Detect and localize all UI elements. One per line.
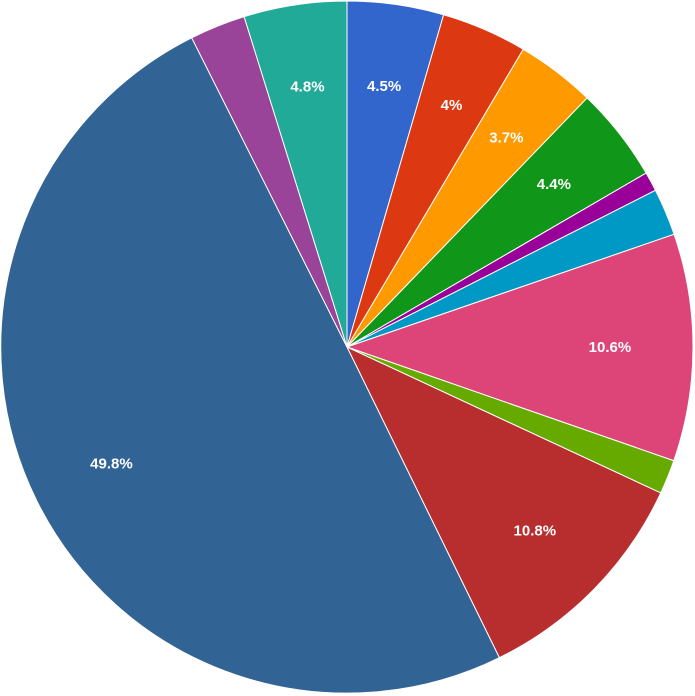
slice-label-1: 4% [441, 97, 463, 114]
pie-slice-11 [243, 0, 348, 348]
slice-label-6: 10.6% [589, 339, 632, 356]
slice-label-2: 3.7% [489, 129, 523, 146]
pie-slice-9 [0, 37, 501, 694]
slice-label-9: 49.8% [90, 455, 133, 472]
slice-label-0: 4.5% [367, 78, 401, 95]
slice-label-8: 10.8% [514, 523, 557, 540]
labels-layer: 4.5% 4% 3.7% 4.4% 10.6% 10.8% 49.8% 4.8% [90, 78, 631, 539]
slice-label-11: 4.8% [290, 79, 324, 96]
slice-label-3: 4.4% [537, 176, 571, 193]
pie-slice-6 [345, 233, 694, 462]
pie-slice-8 [345, 345, 662, 659]
